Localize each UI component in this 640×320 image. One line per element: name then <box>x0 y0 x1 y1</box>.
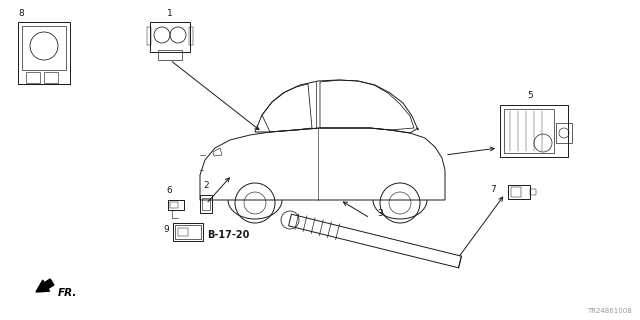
Text: B-17-20: B-17-20 <box>207 230 250 240</box>
Bar <box>178 228 188 236</box>
Text: 3: 3 <box>377 209 383 218</box>
Bar <box>18 22 70 84</box>
Bar <box>189 27 193 45</box>
Bar <box>173 223 203 241</box>
Bar <box>200 195 212 213</box>
Bar <box>556 123 572 143</box>
Text: 9: 9 <box>163 225 169 234</box>
Bar <box>504 109 554 153</box>
Bar <box>26 72 40 83</box>
Bar <box>508 185 530 199</box>
Bar <box>170 202 178 208</box>
Text: TR24861008: TR24861008 <box>588 308 632 314</box>
Text: 8: 8 <box>18 9 24 18</box>
FancyArrow shape <box>36 279 54 292</box>
Text: 1: 1 <box>167 9 173 18</box>
Bar <box>22 26 66 70</box>
Bar <box>168 200 184 210</box>
Bar <box>150 22 190 52</box>
Text: 5: 5 <box>527 91 533 100</box>
Bar <box>175 225 201 239</box>
Text: 2: 2 <box>203 181 209 190</box>
Text: 7: 7 <box>490 185 496 194</box>
Bar <box>44 72 58 83</box>
Bar <box>202 198 210 210</box>
Bar <box>530 189 536 195</box>
Bar <box>500 105 568 157</box>
Bar <box>511 187 521 197</box>
Text: 6: 6 <box>166 186 172 195</box>
Bar <box>147 27 151 45</box>
Text: FR.: FR. <box>58 288 77 298</box>
Bar <box>158 50 182 60</box>
